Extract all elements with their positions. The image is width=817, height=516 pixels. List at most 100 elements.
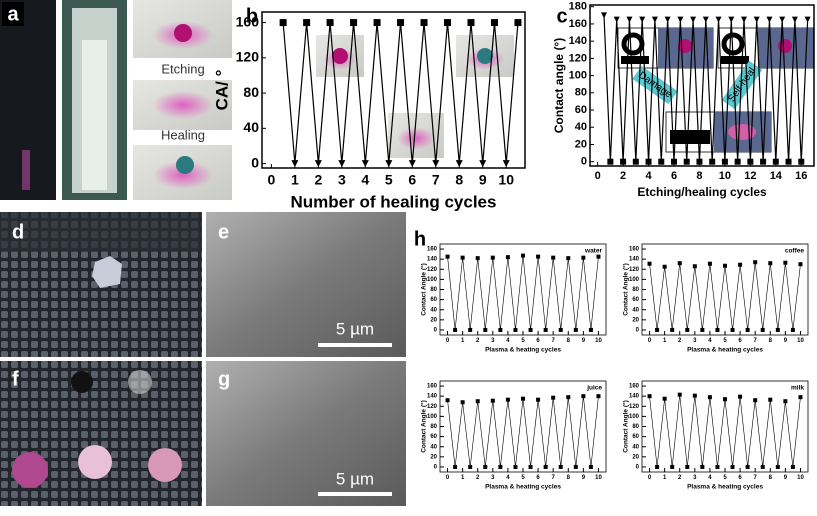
- x-tick-label: 5: [521, 475, 525, 481]
- marker: [707, 261, 712, 266]
- x-tick-label: 7: [432, 171, 440, 187]
- y-tick-label: 40: [243, 119, 259, 135]
- chart-title: juice: [586, 385, 602, 392]
- marker: [798, 395, 803, 400]
- marker: [536, 254, 541, 259]
- y-tick-label: 100: [427, 414, 438, 420]
- marker: [768, 397, 773, 402]
- x-tick-label: 6: [738, 338, 742, 344]
- x-tick-label: 3: [693, 338, 697, 344]
- marker: [670, 464, 675, 469]
- marker: [723, 397, 727, 402]
- marker: [692, 264, 697, 269]
- x-tick-label: 8: [769, 338, 773, 344]
- marker: [766, 16, 773, 23]
- panel-label: c: [556, 5, 567, 27]
- marker: [804, 16, 811, 23]
- marker: [566, 395, 571, 400]
- y-tick-label: 120: [569, 52, 587, 64]
- marker: [408, 160, 416, 168]
- marker: [521, 253, 525, 258]
- marker: [783, 399, 788, 404]
- y-tick-label: 80: [575, 87, 587, 99]
- marker: [607, 158, 614, 165]
- x-tick-label: 6: [671, 170, 677, 182]
- marker: [685, 464, 690, 469]
- marker: [432, 160, 440, 168]
- marker: [543, 327, 548, 332]
- marker: [483, 464, 488, 469]
- x-tick-label: 8: [567, 338, 571, 344]
- x-tick-label: 2: [476, 475, 480, 481]
- plot-frame: [439, 380, 607, 473]
- marker: [790, 464, 795, 469]
- y-tick-label: 20: [575, 138, 587, 150]
- marker: [715, 16, 722, 23]
- marker: [670, 327, 675, 332]
- y-tick-label: 120: [427, 267, 438, 273]
- y-tick-label: 160: [629, 247, 640, 253]
- y-tick-label: 140: [629, 394, 640, 400]
- x-tick-label: 9: [784, 338, 788, 344]
- marker: [696, 158, 703, 165]
- marker: [655, 464, 660, 469]
- x-tick-label: 4: [506, 338, 510, 344]
- marker: [707, 395, 712, 400]
- marker: [521, 396, 525, 401]
- photo-grid: [0, 212, 406, 506]
- x-tick-label: 2: [476, 338, 480, 344]
- marker: [753, 260, 758, 265]
- plot-frame: [261, 11, 526, 169]
- marker: [677, 16, 684, 23]
- x-tick-label: 2: [620, 170, 626, 182]
- y-tick-label: 0: [251, 154, 259, 170]
- marker: [791, 16, 798, 23]
- marker: [775, 327, 780, 332]
- marker: [468, 327, 473, 332]
- marker: [721, 158, 728, 165]
- x-tick-label: 10: [719, 170, 731, 182]
- marker: [772, 158, 779, 165]
- panel-label: a: [7, 3, 19, 25]
- marker: [715, 464, 720, 469]
- chart-title: milk: [791, 385, 804, 392]
- x-tick-label: 2: [678, 338, 682, 344]
- x-tick-label: 4: [708, 338, 712, 344]
- x-tick-label: 5: [385, 171, 393, 187]
- x-tick-label: 8: [455, 171, 463, 187]
- x-tick-label: 1: [663, 475, 667, 481]
- x-tick-label: 4: [361, 171, 369, 187]
- series-line: [649, 394, 801, 467]
- marker: [475, 256, 480, 261]
- y-tick-label: 40: [575, 121, 587, 133]
- marker: [662, 264, 667, 269]
- marker: [490, 398, 495, 403]
- y-tick-label: 180: [569, 1, 587, 13]
- y-tick-label: 20: [632, 317, 639, 323]
- marker: [768, 261, 773, 266]
- inset-spot: [397, 127, 435, 150]
- x-tick-label: 5: [723, 475, 727, 481]
- marker: [397, 19, 405, 27]
- x-axis-label: Plasma & heating cycles: [687, 346, 763, 353]
- marker: [502, 160, 510, 168]
- y-tick-label: 0: [636, 465, 640, 471]
- marker: [747, 158, 754, 165]
- x-tick-label: 14: [770, 170, 783, 182]
- y-tick-label: 120: [236, 49, 260, 65]
- marker: [651, 16, 658, 23]
- marker: [551, 395, 556, 400]
- x-tick-label: 0: [446, 338, 450, 344]
- y-tick-label: 160: [427, 384, 438, 390]
- marker: [685, 327, 690, 332]
- marker: [655, 327, 660, 332]
- inset-base: [721, 56, 749, 64]
- photo-label: Healing: [161, 127, 205, 142]
- marker: [479, 160, 487, 168]
- x-tick-label: 0: [446, 475, 450, 481]
- y-tick-label: 120: [629, 267, 640, 273]
- marker: [626, 16, 633, 23]
- photo-a: [0, 0, 232, 200]
- x-tick-label: 1: [461, 475, 465, 481]
- scale-label: 5 µm: [336, 469, 374, 488]
